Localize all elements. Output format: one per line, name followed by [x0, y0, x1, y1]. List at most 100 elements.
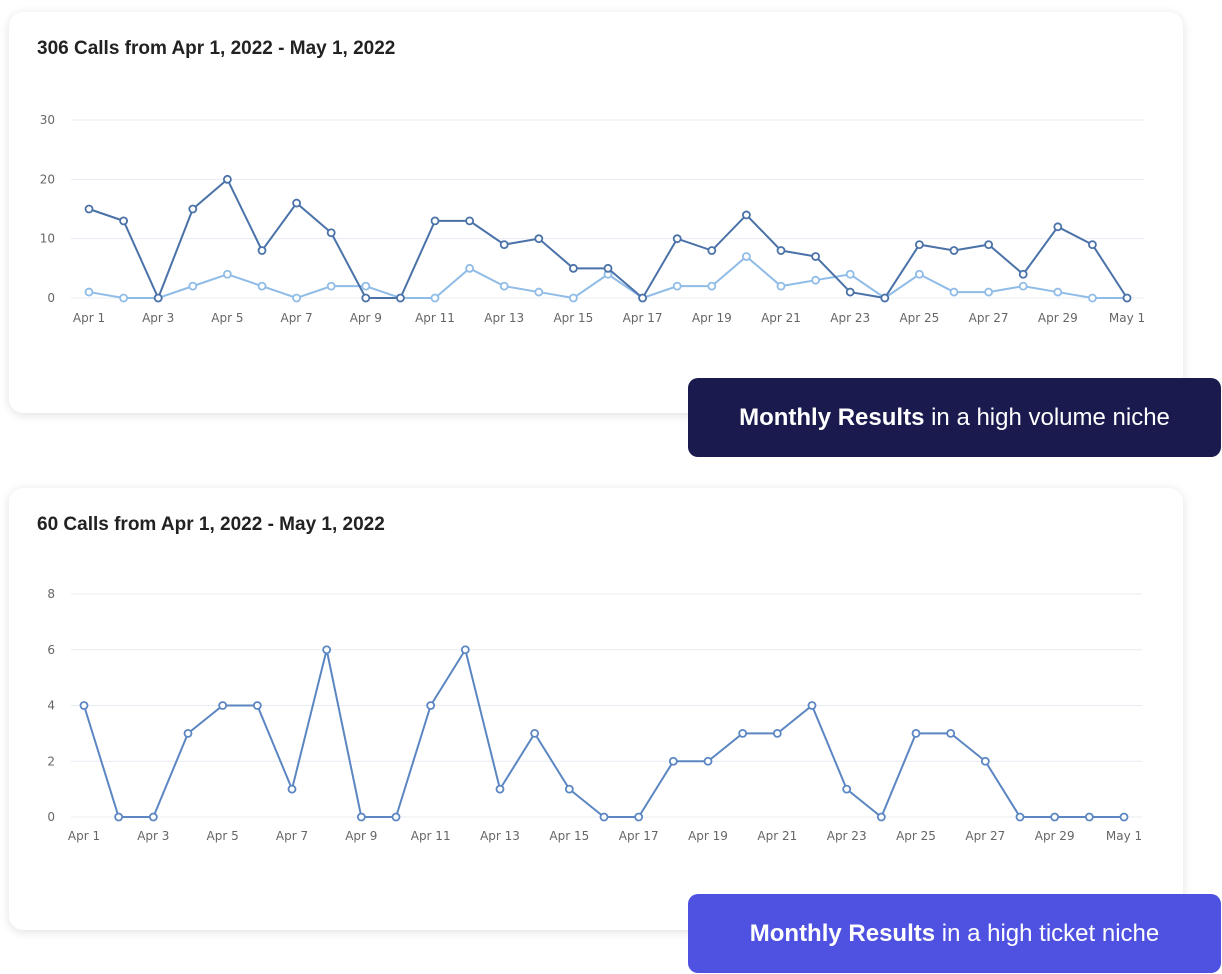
data-point: [79, 701, 89, 710]
badge-bold: Monthly Results: [749, 919, 936, 947]
x-tick-label: Apr 21: [761, 311, 801, 325]
data-point: [257, 281, 267, 291]
data-point: [672, 281, 682, 291]
x-tick-label: Apr 17: [619, 829, 659, 843]
data-point: [1122, 293, 1132, 303]
x-tick-label: Apr 21: [757, 829, 797, 843]
data-point: [842, 784, 852, 794]
data-point: [707, 281, 717, 291]
y-tick-label: 20: [40, 172, 55, 186]
data-point: [742, 210, 751, 220]
data-point: [84, 204, 94, 214]
chart-card-high-ticket: 60 Calls from Apr 1, 2022 - May 1, 2022 …: [9, 488, 1183, 930]
data-point: [326, 281, 336, 291]
x-tick-label: Apr 7: [280, 311, 312, 325]
data-point: [188, 281, 198, 291]
y-tick-label: 6: [47, 643, 55, 657]
y-tick-label: 0: [47, 291, 55, 305]
data-point: [426, 701, 436, 710]
x-tick-label: Apr 5: [211, 311, 243, 325]
data-point: [668, 756, 678, 766]
data-point: [949, 287, 959, 297]
data-point: [183, 728, 193, 738]
data-point: [84, 287, 94, 297]
x-tick-label: Apr 13: [484, 311, 524, 325]
line-chart-high-ticket: 0 2 4 6 8 Apr 1 Apr 3 Apr 5 Apr 7 Apr 9 Apr 11 Apr …: [47, 587, 1142, 843]
x-tick-label: Apr 9: [345, 829, 377, 843]
data-point: [356, 812, 366, 822]
data-point: [742, 252, 751, 261]
data-point: [772, 728, 782, 738]
chart-title: 60 Calls from Apr 1, 2022 - May 1, 2022: [37, 514, 385, 535]
data-point: [465, 263, 475, 273]
data-point: [322, 645, 332, 655]
data-point: [603, 263, 613, 273]
x-tick-label: Apr 25: [899, 311, 939, 325]
x-tick-label: Apr 7: [276, 829, 308, 843]
data-point: [876, 812, 886, 822]
data-point: [569, 293, 578, 303]
data-point: [915, 269, 924, 279]
data-point: [395, 293, 405, 303]
data-point: [530, 728, 540, 738]
data-point: [949, 246, 959, 255]
y-tick-label: 8: [47, 587, 55, 601]
data-point: [811, 275, 820, 285]
data-point: [292, 198, 302, 208]
data-point: [634, 812, 644, 822]
data-point: [1015, 812, 1025, 822]
badge-text: in a high volume niche: [924, 403, 1170, 431]
data-point: [915, 240, 924, 250]
data-point: [153, 293, 163, 303]
x-tick-label: Apr 11: [411, 829, 451, 843]
x-tick-label: Apr 3: [142, 311, 174, 325]
data-point: [738, 728, 748, 738]
badge-high-ticket: Monthly Results in a high ticket niche: [688, 894, 1221, 973]
badge-text: in a high ticket niche: [935, 919, 1160, 947]
badge-bold: Monthly Results: [739, 403, 925, 431]
x-tick-label: Apr 15: [553, 311, 593, 325]
data-point: [811, 252, 820, 261]
x-tick-label: Apr 9: [350, 311, 382, 325]
x-tick-label: Apr 23: [830, 311, 870, 325]
x-tick-label: May 1: [1106, 829, 1142, 843]
data-point: [188, 204, 198, 214]
data-point: [1088, 293, 1097, 303]
data-point: [1084, 812, 1094, 822]
x-tick-label: Apr 15: [549, 829, 589, 843]
x-tick-label: Apr 23: [827, 829, 867, 843]
data-point: [114, 812, 124, 822]
data-point: [880, 293, 890, 303]
data-point: [911, 728, 921, 738]
x-tick-label: Apr 19: [688, 829, 728, 843]
data-point: [845, 269, 855, 279]
data-point: [1018, 281, 1028, 291]
data-point: [984, 287, 993, 297]
x-tick-label: Apr 27: [969, 311, 1009, 325]
line-chart-high-volume: 0 10 20 30 Apr 1 Apr 3 Apr 5 Apr 7 Apr 9 Apr 11 Ap…: [40, 113, 1145, 325]
data-point: [361, 281, 371, 291]
data-point: [534, 287, 544, 297]
data-point: [499, 281, 509, 291]
data-point: [222, 174, 232, 184]
data-point: [119, 293, 128, 303]
data-point: [569, 263, 578, 273]
data-point: [460, 645, 470, 655]
data-point: [499, 240, 509, 250]
data-point: [430, 293, 440, 303]
data-point: [148, 812, 158, 822]
data-point: [1053, 287, 1063, 297]
data-point: [946, 728, 956, 738]
data-point: [495, 784, 505, 794]
series-line: [83, 647, 1124, 819]
x-tick-label: May 1: [1109, 311, 1145, 325]
data-point: [222, 269, 232, 279]
y-tick-label: 0: [47, 810, 55, 824]
x-tick-label: Apr 5: [207, 829, 239, 843]
data-point: [703, 756, 713, 766]
data-point: [1050, 812, 1060, 822]
y-tick-label: 30: [40, 113, 55, 127]
data-point: [257, 246, 267, 255]
chart-card-high-volume: 306 Calls from Apr 1, 2022 - May 1, 2022…: [9, 12, 1183, 413]
x-tick-label: Apr 1: [73, 311, 105, 325]
